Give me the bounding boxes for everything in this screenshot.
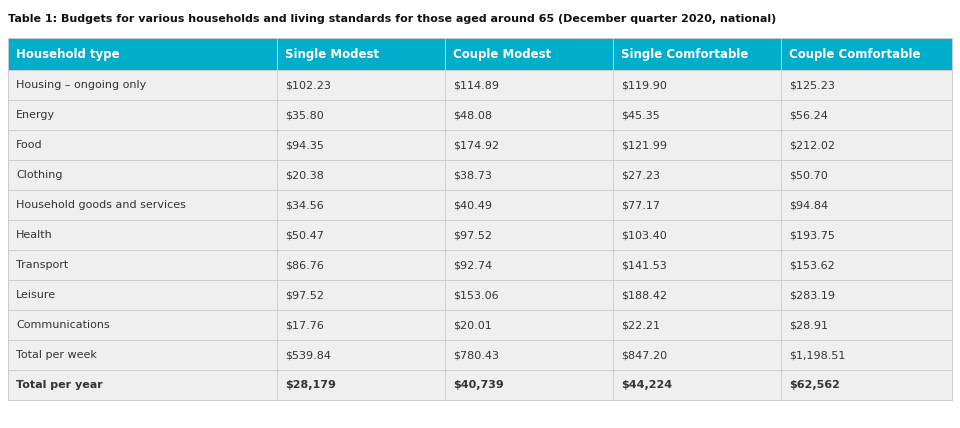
- Text: Table 1: Budgets for various households and living standards for those aged arou: Table 1: Budgets for various households …: [8, 14, 777, 24]
- Text: $114.89: $114.89: [453, 80, 499, 90]
- Bar: [8, 310, 952, 340]
- Text: $40.49: $40.49: [453, 200, 492, 210]
- Text: Clothing: Clothing: [16, 170, 62, 180]
- Text: Household goods and services: Household goods and services: [16, 200, 186, 210]
- Text: $44,224: $44,224: [621, 380, 672, 390]
- Text: Single Modest: Single Modest: [285, 48, 379, 60]
- Text: $20.38: $20.38: [285, 170, 324, 180]
- Text: $119.90: $119.90: [621, 80, 667, 90]
- Text: $56.24: $56.24: [789, 110, 828, 120]
- Text: Communications: Communications: [16, 320, 109, 330]
- Text: Total per week: Total per week: [16, 350, 97, 360]
- Text: $77.17: $77.17: [621, 200, 660, 210]
- Text: $86.76: $86.76: [285, 260, 324, 270]
- Text: $27.23: $27.23: [621, 170, 660, 180]
- Text: $153.62: $153.62: [789, 260, 835, 270]
- Text: $35.80: $35.80: [285, 110, 324, 120]
- Text: $34.56: $34.56: [285, 200, 324, 210]
- Text: Couple Modest: Couple Modest: [453, 48, 551, 60]
- Bar: [8, 340, 952, 370]
- Text: $28,179: $28,179: [285, 380, 336, 390]
- Text: $92.74: $92.74: [453, 260, 492, 270]
- Text: Health: Health: [16, 230, 53, 240]
- Text: $539.84: $539.84: [285, 350, 331, 360]
- Bar: [8, 250, 952, 280]
- Text: Food: Food: [16, 140, 42, 150]
- Text: $193.75: $193.75: [789, 230, 835, 240]
- Text: $62,562: $62,562: [789, 380, 840, 390]
- Text: Couple Comfortable: Couple Comfortable: [789, 48, 921, 60]
- Text: $174.92: $174.92: [453, 140, 499, 150]
- Text: Single Comfortable: Single Comfortable: [621, 48, 749, 60]
- Bar: [8, 70, 952, 100]
- Text: $40,739: $40,739: [453, 380, 504, 390]
- Text: $188.42: $188.42: [621, 290, 667, 300]
- Text: $103.40: $103.40: [621, 230, 667, 240]
- Text: $50.47: $50.47: [285, 230, 324, 240]
- Text: $153.06: $153.06: [453, 290, 498, 300]
- Text: $97.52: $97.52: [285, 290, 324, 300]
- Text: Transport: Transport: [16, 260, 68, 270]
- Text: $121.99: $121.99: [621, 140, 667, 150]
- Bar: [8, 100, 952, 130]
- Text: $94.35: $94.35: [285, 140, 324, 150]
- Text: Total per year: Total per year: [16, 380, 103, 390]
- Text: $22.21: $22.21: [621, 320, 660, 330]
- Text: $780.43: $780.43: [453, 350, 499, 360]
- Text: Energy: Energy: [16, 110, 55, 120]
- Bar: [8, 160, 952, 190]
- Bar: [8, 220, 952, 250]
- Bar: [8, 130, 952, 160]
- Text: $212.02: $212.02: [789, 140, 835, 150]
- Text: $28.91: $28.91: [789, 320, 828, 330]
- Text: Housing – ongoing only: Housing – ongoing only: [16, 80, 146, 90]
- Text: $20.01: $20.01: [453, 320, 492, 330]
- Text: $45.35: $45.35: [621, 110, 660, 120]
- Text: $97.52: $97.52: [453, 230, 492, 240]
- Text: $125.23: $125.23: [789, 80, 835, 90]
- Text: $48.08: $48.08: [453, 110, 492, 120]
- Text: $283.19: $283.19: [789, 290, 835, 300]
- Text: $50.70: $50.70: [789, 170, 828, 180]
- Text: $17.76: $17.76: [285, 320, 324, 330]
- Bar: [8, 370, 952, 400]
- Text: $38.73: $38.73: [453, 170, 492, 180]
- Bar: [8, 38, 952, 70]
- Text: $1,198.51: $1,198.51: [789, 350, 846, 360]
- Text: $94.84: $94.84: [789, 200, 828, 210]
- Text: $847.20: $847.20: [621, 350, 667, 360]
- Bar: [8, 280, 952, 310]
- Text: $141.53: $141.53: [621, 260, 667, 270]
- Bar: [8, 190, 952, 220]
- Text: Household type: Household type: [16, 48, 120, 60]
- Text: $102.23: $102.23: [285, 80, 331, 90]
- Text: Leisure: Leisure: [16, 290, 56, 300]
